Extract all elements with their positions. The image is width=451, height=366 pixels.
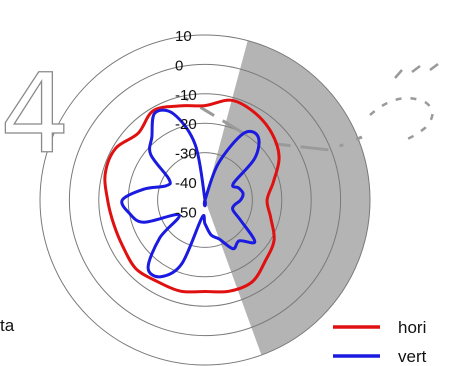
watermark-layer: 4 [0, 49, 439, 179]
watermark-tail [394, 63, 439, 79]
grid-ring-2 [98, 93, 312, 307]
tick-label-6: -50 [175, 204, 197, 221]
tick-label-0: 10 [175, 28, 192, 45]
tick-label-1: 0 [175, 57, 183, 74]
grid-ring-0 [39, 34, 371, 366]
watermark-hook [369, 96, 434, 142]
grid-ring-3 [127, 122, 283, 278]
shaded-sector [205, 40, 370, 356]
watermark-numeral: 4 [0, 50, 70, 178]
legend: hori vert [333, 318, 427, 366]
grid-ring-4 [157, 152, 253, 248]
legend-label-vert: vert [398, 347, 427, 366]
tick-label-5: -40 [175, 175, 197, 192]
tick-label-2: -10 [175, 87, 197, 104]
side-label: ta [0, 316, 15, 335]
series-line-vert [120, 108, 261, 279]
series-line-hori [103, 98, 281, 294]
shade-layer [205, 40, 370, 356]
grid-rings [39, 34, 371, 366]
legend-label-hori: hori [398, 318, 426, 337]
grid-ring-1 [68, 63, 342, 337]
radial-tick-labels: 10 0 -10 -20 -30 -40 -50 [175, 28, 197, 221]
tick-label-3: -20 [175, 116, 197, 133]
tick-label-4: -30 [175, 146, 197, 163]
series-layer [103, 98, 281, 294]
